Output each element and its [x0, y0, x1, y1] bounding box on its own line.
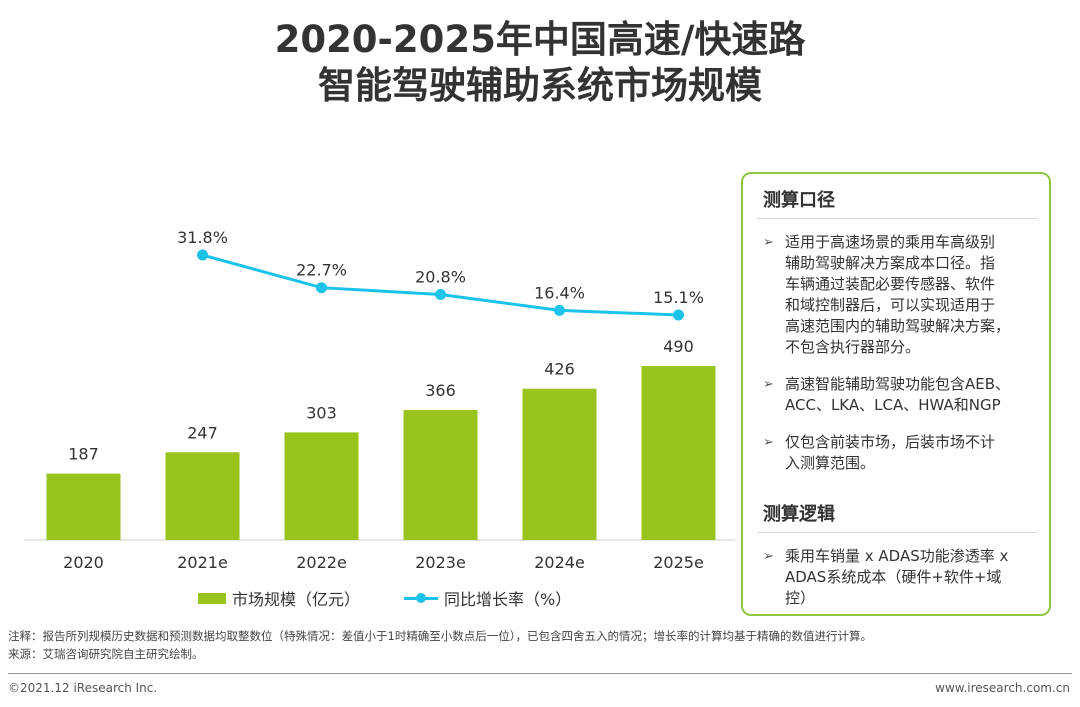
growth-point [673, 309, 684, 321]
legend-line-label: 同比增长率（%） [444, 590, 572, 609]
bar-value-label: 426 [544, 360, 575, 379]
panel-bullet-item: ➢ 适用于高速场景的乘用车高级别 辅助驾驶解决方案成本口径。指 车辆通过装配必要传感器… [763, 232, 1039, 358]
growth-point [435, 289, 446, 301]
legend-line-swatch [404, 592, 438, 604]
growth-value-label: 16.4% [534, 283, 585, 302]
bar-2021e [165, 452, 240, 540]
bar-value-label: 187 [68, 445, 99, 464]
bar-2025e [641, 366, 716, 540]
bar-value-label: 303 [306, 403, 337, 422]
footnote: 注释：报告所列规模历史数据和预测数据均取整数位（特殊情况：差值小于1时精确至小数… [8, 629, 873, 643]
panel-divider [757, 532, 1037, 533]
panel-bullet-text: 乘用车销量 x ADAS功能渗透率 x ADAS系统成本（硬件+软件+域 控） [785, 547, 1009, 607]
bar-value-label: 490 [663, 337, 694, 356]
growth-value-label: 22.7% [296, 261, 347, 280]
panel-heading-logic: 测算逻辑 [763, 504, 835, 525]
growth-point [316, 282, 327, 294]
footer-divider [8, 673, 1072, 674]
panel-bullet-text: 适用于高速场景的乘用车高级别 辅助驾驶解决方案成本口径。指 车辆通过装配必要传感器、… [785, 233, 1011, 356]
x-tick-label: 2025e [653, 553, 704, 572]
panel-bullet-item: ➢ 乘用车销量 x ADAS功能渗透率 x ADAS系统成本（硬件+软件+域 控） [763, 546, 1039, 609]
arrow-bullet-icon: ➢ [763, 549, 774, 564]
growth-value-label: 31.8% [177, 228, 228, 247]
panel-divider [757, 218, 1037, 219]
growth-point [554, 304, 565, 316]
arrow-bullet-icon: ➢ [763, 377, 774, 392]
panel-heading-scope: 测算口径 [763, 190, 835, 211]
panel-bullet-text: 仅包含前装市场，后装市场不计 入测算范围。 [785, 433, 996, 472]
bar-2024e [522, 388, 597, 540]
x-tick-label: 2023e [415, 553, 466, 572]
legend-bar: 市场规模（亿元） [198, 586, 360, 610]
x-tick-label: 2024e [534, 553, 585, 572]
chart-area: 187 2020 247 2021e 303 2022e 366 2023e 426 2024e 4… [24, 228, 735, 572]
bar-value-label: 247 [187, 423, 218, 442]
footer-website: www.iresearch.com.cn [935, 681, 1070, 695]
legend-line: 同比增长率（%） [404, 586, 571, 610]
method-panel: 测算口径 ➢ 适用于高速场景的乘用车高级别 辅助驾驶解决方案成本口径。指 车辆通过装配… [741, 172, 1051, 616]
bar-2020 [46, 473, 121, 540]
panel-bullet-item: ➢ 仅包含前装市场，后装市场不计 入测算范围。 [763, 432, 1039, 474]
x-tick-label: 2021e [177, 553, 228, 572]
growth-value-label: 15.1% [653, 288, 704, 307]
arrow-bullet-icon: ➢ [763, 235, 774, 250]
source-note: 来源：艾瑞咨询研究院自主研究绘制。 [8, 647, 204, 661]
panel-bullet-item: ➢ 高速智能辅助驾驶功能包含AEB、 ACC、LKA、LCA、HWA和NGP [763, 374, 1039, 416]
chart-title-line2: 智能驾驶辅助系统市场规模 [318, 64, 762, 107]
bar-2023e [403, 410, 478, 540]
footer-copyright: ©2021.12 iResearch Inc. [8, 681, 158, 695]
growth-point [197, 249, 208, 261]
arrow-bullet-icon: ➢ [763, 435, 774, 450]
growth-value-label: 20.8% [415, 268, 466, 287]
x-tick-label: 2022e [296, 553, 347, 572]
bar-value-label: 366 [425, 381, 456, 400]
panel-bullet-text: 高速智能辅助驾驶功能包含AEB、 ACC、LKA、LCA、HWA和NGP [785, 375, 1011, 414]
x-tick-label: 2020 [63, 553, 104, 572]
legend-bar-label: 市场规模（亿元） [232, 590, 361, 609]
chart-title-line1: 2020-2025年中国高速/快速路 [274, 18, 806, 61]
legend-bar-swatch [198, 592, 226, 604]
bar-2022e [284, 432, 359, 540]
